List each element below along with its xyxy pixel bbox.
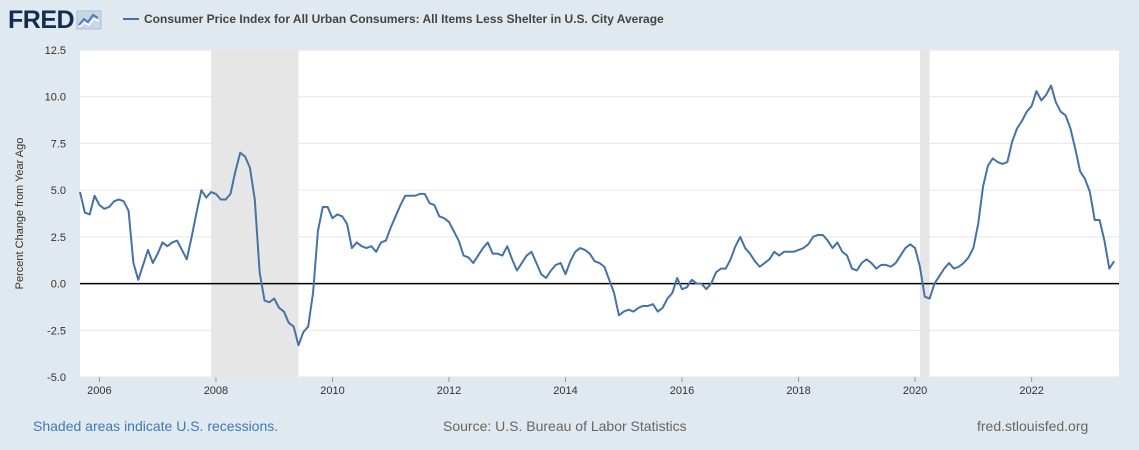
x-tick-label: 2012 [437,385,461,397]
legend-label: Consumer Price Index for All Urban Consu… [144,12,664,26]
y-axis-title: Percent Change from Year Ago [14,138,26,290]
logo-text: FRED [8,6,75,34]
legend[interactable]: Consumer Price Index for All Urban Consu… [123,10,664,28]
x-tick-label: 2008 [204,385,228,397]
site-link[interactable]: fred.stlouisfed.org [977,418,1089,434]
legend-swatch [123,18,139,20]
y-tick-label: -5.0 [47,372,66,384]
y-tick-label: 7.5 [51,138,66,150]
y-tick-label: 2.5 [51,232,66,244]
fred-logo[interactable]: FRED [8,6,102,34]
y-tick-label: 0.0 [51,279,66,291]
x-tick-label: 2016 [670,385,694,397]
x-tick-label: 2010 [320,385,344,397]
x-tick-label: 2006 [87,385,111,397]
recession-note[interactable]: Shaded areas indicate U.S. recessions. [33,418,279,434]
x-tick-label: 2014 [553,385,577,397]
y-tick-label: 5.0 [51,185,66,197]
grid-lines [80,49,1119,378]
x-tick-label: 2020 [903,385,927,397]
source-note: Source: U.S. Bureau of Labor Statistics [443,418,687,434]
y-tick-label: 12.5 [45,45,66,57]
x-tick-label: 2022 [1019,385,1043,397]
y-axis-ticks: -5.0 -2.5 0.0 2.5 5.0 7.5 10.0 12.5 [45,45,66,384]
y-tick-label: -2.5 [47,325,66,337]
recession-band [919,50,930,377]
chart-trend-icon [76,10,102,30]
x-axis-ticks: 2006 2008 2010 2012 2014 2016 2018 2020 2022 [87,377,1044,397]
y-tick-label: 10.0 [45,92,66,104]
x-tick-label: 2018 [786,385,810,397]
header: FRED Consumer Price Index for All Urban … [0,0,1139,40]
series-line[interactable] [79,84,1115,347]
